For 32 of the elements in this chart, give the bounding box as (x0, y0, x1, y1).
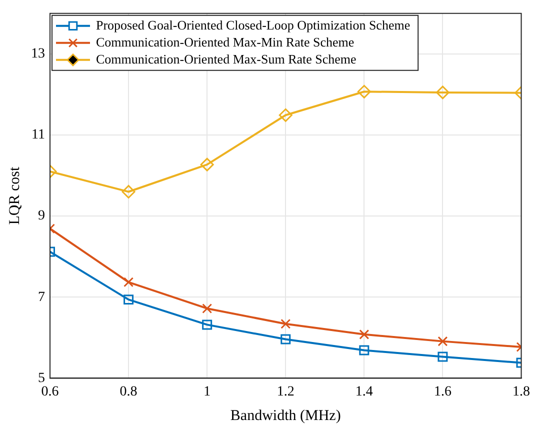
point (124, 277, 134, 288)
y-tick-label: 5 (38, 370, 45, 386)
legend-label: Proposed Goal-Oriented Closed-Loop Optimization Scheme (96, 17, 410, 32)
point (202, 303, 212, 314)
x-tick-label: 0.8 (120, 384, 138, 400)
x-tick-label: 1.4 (355, 384, 373, 400)
x-tick-label: 0.6 (41, 384, 59, 400)
point (359, 345, 370, 356)
point (357, 84, 371, 98)
y-tick-label: 7 (38, 290, 45, 305)
point (438, 336, 448, 346)
point (359, 329, 370, 340)
point (278, 108, 292, 122)
y-tick-label: 13 (31, 46, 45, 62)
point (124, 294, 134, 305)
x-tick-label: 1.6 (434, 384, 452, 400)
point (280, 334, 291, 344)
legend-label: Communication-Oriented Max-Sum Rate Scheme (96, 51, 357, 66)
x-axis-title: Bandwidth (MHz) (230, 408, 341, 424)
point (436, 86, 450, 100)
point (122, 184, 136, 198)
y-tick-label: 11 (32, 128, 45, 143)
x-tick-label: 1.2 (276, 384, 294, 400)
y-axis-title: LQR cost (6, 166, 23, 225)
legend-label: Communication-Oriented Max-Min Rate Scheme (96, 34, 354, 50)
point (280, 318, 291, 329)
x-tick-label: 1.8 (512, 384, 530, 400)
point (202, 320, 212, 330)
y-tick-label: 9 (38, 208, 45, 224)
point (438, 352, 448, 362)
x-tick-label: 1 (204, 384, 211, 400)
point (200, 158, 214, 172)
